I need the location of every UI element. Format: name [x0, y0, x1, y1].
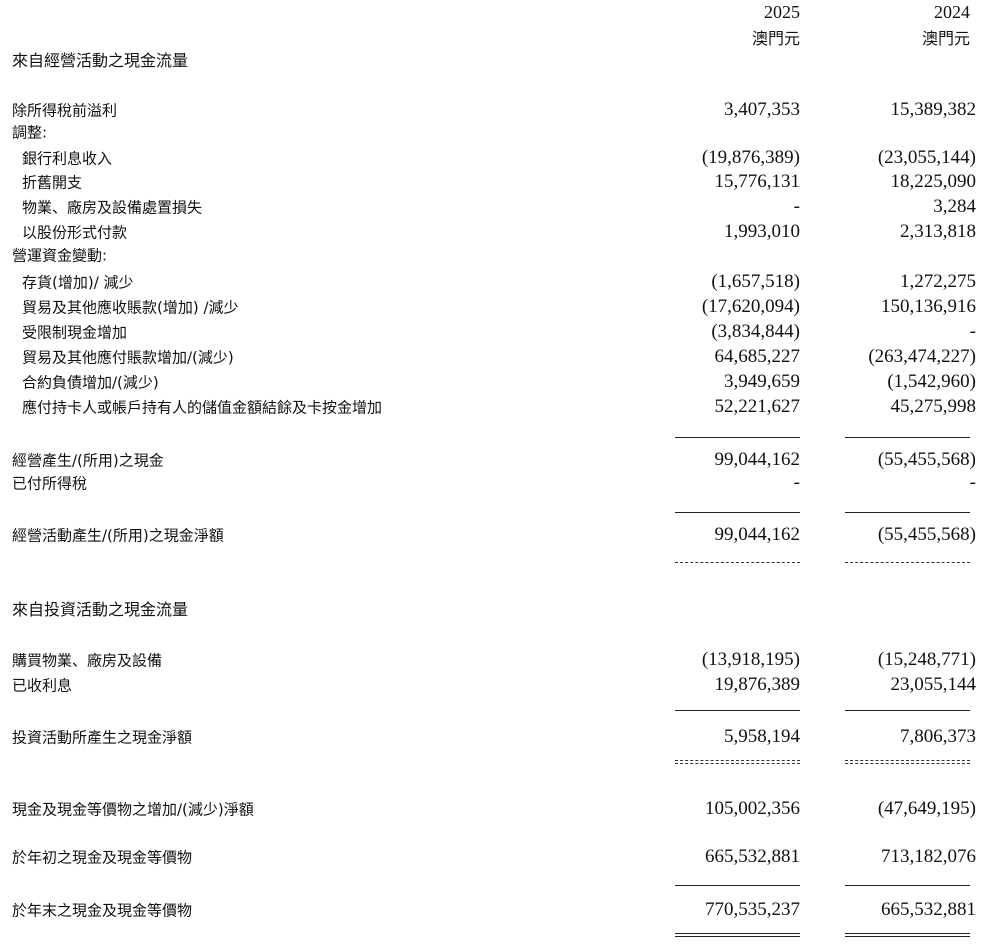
year-header-2024: 2024 — [934, 2, 970, 22]
value-2024: 15,389,382 — [890, 99, 977, 120]
row-label: 來自經營活動之現金流量 — [12, 51, 189, 70]
value-2025: 19,876,389 — [714, 674, 801, 695]
double-total-rule — [845, 933, 970, 937]
value-2024: 3,284 — [933, 196, 976, 217]
row-label: 營運資金變動: — [12, 246, 108, 265]
row-label: 已付所得稅 — [12, 474, 88, 493]
value-2025: 3,407,353 — [724, 99, 800, 120]
value-2024: - — [969, 472, 976, 493]
row-label: 已收利息 — [12, 676, 73, 695]
value-2024: 7,806,373 — [900, 726, 976, 747]
row-label: 於年末之現金及現金等價物 — [12, 901, 193, 920]
row-label: 合約負債增加/(減少) — [22, 373, 159, 392]
value-2024: 665,532,881 — [881, 899, 976, 920]
currency-header-2024: 澳門元 — [921, 29, 970, 48]
double-total-rule — [675, 933, 800, 937]
row-label: 經營產生/(所用)之現金 — [12, 451, 164, 470]
year-header-2025: 2025 — [764, 2, 800, 22]
row-label: 以股份形式付款 — [22, 223, 128, 242]
value-2025: (13,918,195) — [701, 649, 800, 670]
row-label: 購買物業、廠房及設備 — [12, 651, 163, 670]
value-2024: (15,248,771) — [877, 649, 976, 670]
row-label: 應付持卡人或帳戶持有人的儲值金額結餘及卡按金增加 — [22, 398, 383, 417]
value-2024: (55,455,568) — [877, 449, 976, 470]
value-2024: (47,649,195) — [877, 798, 976, 819]
value-2025: - — [793, 196, 800, 217]
value-2025: 15,776,131 — [714, 171, 801, 192]
total-rule — [675, 512, 800, 513]
row-label: 物業、廠房及設備處置損失 — [22, 198, 203, 217]
row-label: 經營活動產生/(所用)之現金淨額 — [12, 526, 224, 545]
row-label: 現金及現金等價物之增加/(減少)淨額 — [12, 800, 254, 819]
row-label: 折舊開支 — [22, 173, 83, 192]
total-rule — [845, 512, 970, 513]
value-2025: 99,044,162 — [714, 449, 801, 470]
value-2025: 5,958,194 — [724, 726, 800, 747]
value-2024: 1,272,275 — [900, 271, 976, 292]
row-label: 除所得稅前溢利 — [12, 101, 118, 120]
value-2024: (1,542,960) — [887, 371, 976, 392]
total-rule — [675, 885, 800, 886]
total-rule — [675, 710, 800, 711]
dashed-total-rule — [675, 562, 800, 563]
value-2025: 64,685,227 — [714, 346, 801, 367]
row-label: 來自投資活動之現金流量 — [12, 600, 189, 619]
row-label: 貿易及其他應收賬款(增加) /減少 — [22, 298, 239, 317]
value-2024: 18,225,090 — [890, 171, 977, 192]
total-rule — [845, 437, 970, 438]
value-2025: (19,876,389) — [701, 147, 800, 168]
value-2024: (263,474,227) — [868, 346, 976, 367]
row-label: 銀行利息收入 — [22, 149, 113, 168]
value-2025: 770,535,237 — [705, 899, 800, 920]
value-2024: - — [969, 321, 976, 342]
row-label: 貿易及其他應付賬款增加/(減少) — [22, 348, 234, 367]
row-label: 調整: — [12, 123, 48, 142]
double-dashed-total-rule — [845, 760, 970, 764]
total-rule — [845, 885, 970, 886]
row-label: 投資活動所產生之現金淨額 — [12, 728, 193, 747]
value-2025: (3,834,844) — [711, 321, 800, 342]
value-2025: (1,657,518) — [711, 271, 800, 292]
value-2025: 665,532,881 — [705, 846, 800, 867]
value-2025: (17,620,094) — [701, 296, 800, 317]
value-2024: 23,055,144 — [890, 674, 977, 695]
double-dashed-total-rule — [675, 760, 800, 764]
value-2024: (23,055,144) — [877, 147, 976, 168]
value-2025: 105,002,356 — [705, 798, 800, 819]
value-2025: 52,221,627 — [714, 396, 801, 417]
value-2025: - — [793, 472, 800, 493]
total-rule — [845, 710, 970, 711]
row-label: 存貨(增加)/ 減少 — [22, 273, 134, 292]
row-label: 於年初之現金及現金等價物 — [12, 848, 193, 867]
value-2024: 2,313,818 — [900, 221, 976, 242]
value-2025: 1,993,010 — [724, 221, 800, 242]
dashed-total-rule — [845, 562, 970, 563]
value-2024: 150,136,916 — [881, 296, 976, 317]
total-rule — [675, 437, 800, 438]
currency-header-2025: 澳門元 — [751, 29, 800, 48]
value-2024: (55,455,568) — [877, 524, 976, 545]
row-label: 受限制現金增加 — [22, 323, 128, 342]
value-2024: 713,182,076 — [881, 846, 976, 867]
value-2025: 99,044,162 — [714, 524, 801, 545]
value-2024: 45,275,998 — [890, 396, 977, 417]
value-2025: 3,949,659 — [724, 371, 800, 392]
